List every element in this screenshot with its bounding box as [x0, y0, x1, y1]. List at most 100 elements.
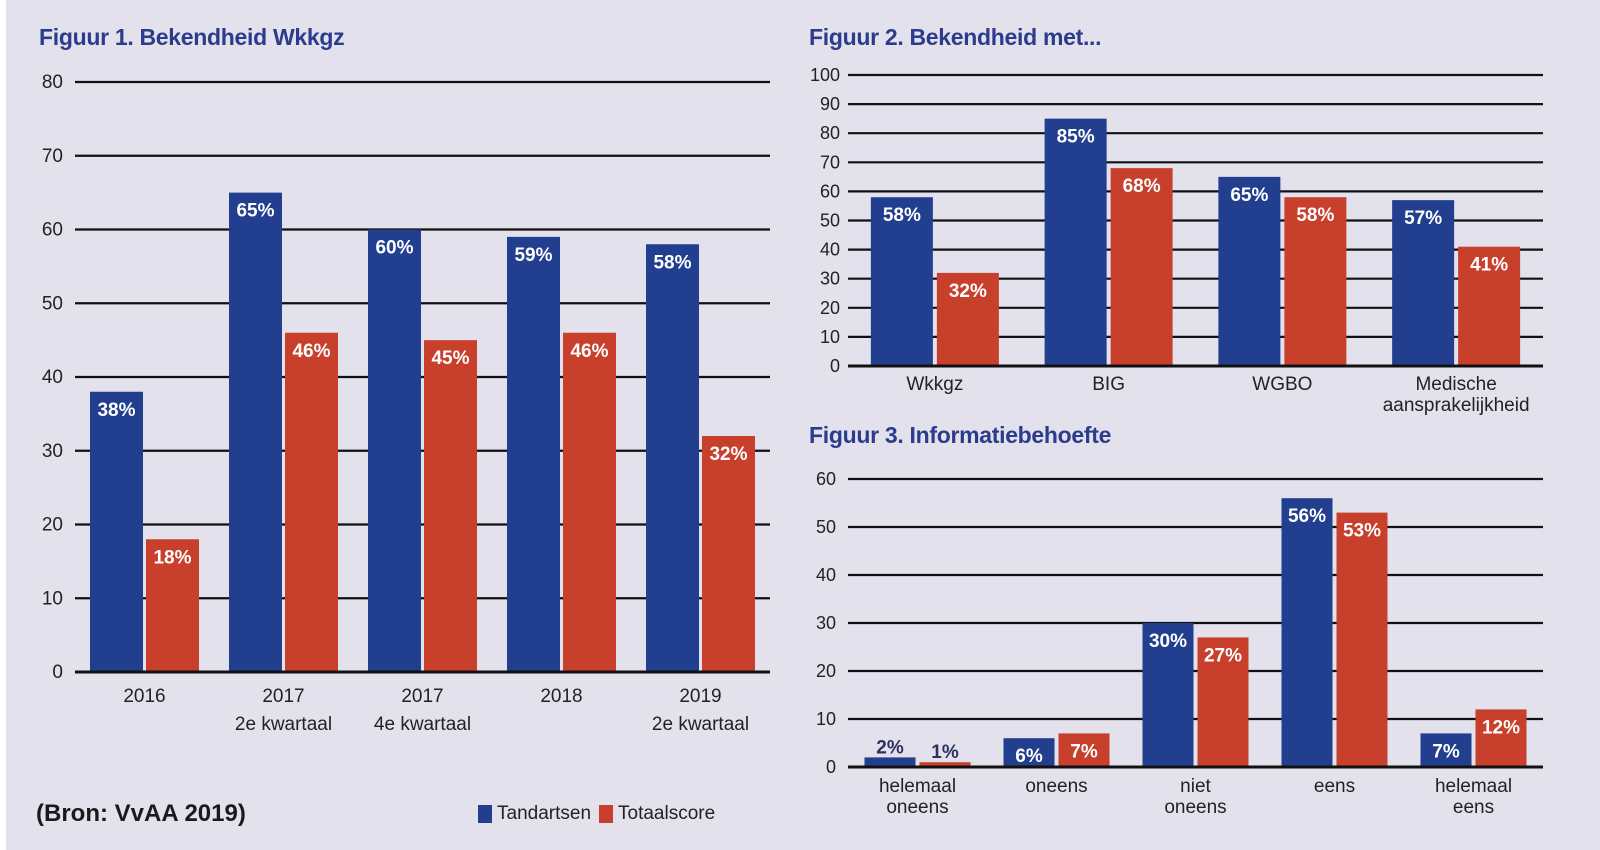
fig2-title: Figuur 2. Bekendheid met... [809, 24, 1102, 50]
fig2-data-label: 41% [1470, 255, 1508, 276]
fig3-bar-tandartsen [864, 757, 916, 767]
fig1-data-label: 46% [292, 341, 330, 362]
fig2-data-label: 65% [1230, 185, 1268, 206]
fig3-bar-totaalscore [1475, 709, 1527, 767]
legend-swatch-totaalscore [599, 805, 614, 823]
fig2-category-label: Medische [1415, 374, 1496, 395]
fig3-title: Figuur 3. Informatiebehoefte [809, 422, 1112, 448]
fig1-bar-tandartsen [229, 192, 282, 672]
fig2-ytick-label: 40 [820, 240, 840, 260]
fig1-bar-totaalscore [285, 332, 338, 672]
fig1-ytick-label: 0 [52, 662, 63, 683]
fig2-category-label: aansprakelijkheid [1383, 395, 1530, 416]
fig3-category-label: oneens [1164, 797, 1226, 818]
fig3-data-label: 2% [876, 737, 904, 758]
fig3-category-label: oneens [886, 797, 948, 818]
fig1-data-label: 58% [653, 252, 691, 273]
fig2-bar-tandartsen [1044, 118, 1107, 367]
fig3-bar-totaalscore [1336, 512, 1388, 767]
fig1-chart: 0 10 20 30 40 50 60 70 80 38% 18% 2016 65% 46% 2017 2e … [42, 72, 770, 735]
fig2-bar-tandartsen [870, 197, 933, 366]
fig2-ytick-label: 80 [820, 123, 840, 143]
fig1-ytick-label: 50 [42, 293, 63, 314]
fig2-category-label: BIG [1092, 374, 1125, 395]
fig3-bar-totaalscore [919, 762, 971, 767]
fig2-data-label: 57% [1404, 208, 1442, 229]
fig3-ytick-label: 40 [816, 565, 836, 585]
fig2-bar-totaalscore [1110, 168, 1173, 366]
fig3-ytick-label: 60 [816, 469, 836, 489]
fig3-category-label: oneens [1025, 776, 1087, 797]
fig2-ytick-label: 50 [820, 211, 840, 231]
fig1-category-label: 2019 [679, 686, 721, 707]
fig1-category-label: 2e kwartaal [235, 714, 332, 735]
source-note: (Bron: VvAA 2019) [36, 800, 246, 827]
fig1-data-label: 32% [709, 444, 747, 465]
fig3-bar-tandartsen [1420, 733, 1472, 767]
fig2-ytick-label: 30 [820, 269, 840, 289]
fig2-category-label: Wkkgz [906, 374, 963, 395]
fig1-data-label: 46% [570, 341, 608, 362]
fig3-category-label: eens [1314, 776, 1355, 797]
fig2-ytick-label: 90 [820, 94, 840, 114]
fig3-ytick-label: 30 [816, 613, 836, 633]
legend: Tandartsen Totaalscore [478, 803, 715, 825]
fig3-bar-tandartsen [1281, 498, 1333, 767]
fig3-data-label: 7% [1432, 741, 1460, 762]
fig1-bar-totaalscore [702, 436, 755, 672]
fig1-title: Figuur 1. Bekendheid Wkkgz [39, 24, 345, 50]
fig1-ytick-label: 20 [42, 515, 63, 536]
legend-item-tandartsen: Tandartsen [478, 803, 591, 825]
fig3-ytick-label: 50 [816, 517, 836, 537]
fig3-data-label: 1% [931, 742, 959, 763]
fig2-ytick-label: 20 [820, 298, 840, 318]
fig1-bar-tandartsen [507, 236, 560, 672]
fig1-category-label: 2018 [540, 686, 582, 707]
fig1-category-label: 2017 [401, 686, 443, 707]
fig1-bar-tandartsen [90, 391, 143, 672]
fig3-data-label: 6% [1015, 746, 1043, 767]
fig1-bar-tandartsen [646, 244, 699, 672]
fig1-category-label: 2016 [123, 686, 165, 707]
fig2-ytick-label: 60 [820, 181, 840, 201]
fig1-ytick-label: 10 [42, 588, 63, 609]
fig2-ytick-label: 0 [830, 356, 840, 376]
fig3-ytick-label: 20 [816, 661, 836, 681]
legend-label-totaalscore: Totaalscore [618, 803, 716, 824]
fig1-ytick-label: 80 [42, 72, 63, 93]
fig2-data-label: 32% [949, 281, 987, 302]
fig3-category-label: eens [1453, 797, 1494, 818]
fig2-ytick-label: 70 [820, 152, 840, 172]
fig3-category-label: helemaal [879, 776, 956, 797]
fig3-bar-totaalscore [1058, 733, 1110, 767]
legend-item-totaalscore: Totaalscore [599, 803, 715, 825]
fig2-chart: 0 10 20 30 40 50 60 70 80 90 100 58% 32% Wkkgz 85% 68% B… [810, 65, 1543, 416]
fig1-category-label: 4e kwartaal [374, 714, 471, 735]
fig3-category-label: helemaal [1435, 776, 1512, 797]
fig3-bar-tandartsen [1003, 738, 1055, 767]
fig3-category-label: niet [1180, 776, 1211, 797]
fig3-data-label: 56% [1288, 506, 1326, 527]
fig3-ytick-label: 10 [816, 709, 836, 729]
fig2-bar-tandartsen [1392, 200, 1455, 366]
fig1-ytick-label: 40 [42, 367, 63, 388]
fig1-bar-tandartsen [368, 229, 421, 672]
fig2-data-label: 85% [1057, 127, 1095, 148]
fig1-data-label: 18% [153, 547, 191, 568]
legend-label-tandartsen: Tandartsen [497, 803, 592, 824]
fig1-data-label: 60% [375, 238, 413, 259]
fig2-data-label: 58% [1296, 205, 1334, 226]
fig3-bar-tandartsen [1142, 623, 1194, 767]
fig3-data-label: 27% [1204, 645, 1242, 666]
fig3-data-label: 53% [1343, 521, 1381, 542]
fig1-ytick-label: 70 [42, 146, 63, 167]
fig2-bar-totaalscore [1458, 246, 1521, 366]
fig1-bar-totaalscore [146, 539, 199, 672]
fig2-ytick-label: 10 [820, 327, 840, 347]
fig1-bar-totaalscore [563, 332, 616, 672]
fig1-data-label: 45% [431, 348, 469, 369]
fig2-bar-totaalscore [936, 272, 999, 366]
fig1-bar-totaalscore [424, 340, 477, 672]
fig3-data-label: 12% [1482, 717, 1520, 738]
